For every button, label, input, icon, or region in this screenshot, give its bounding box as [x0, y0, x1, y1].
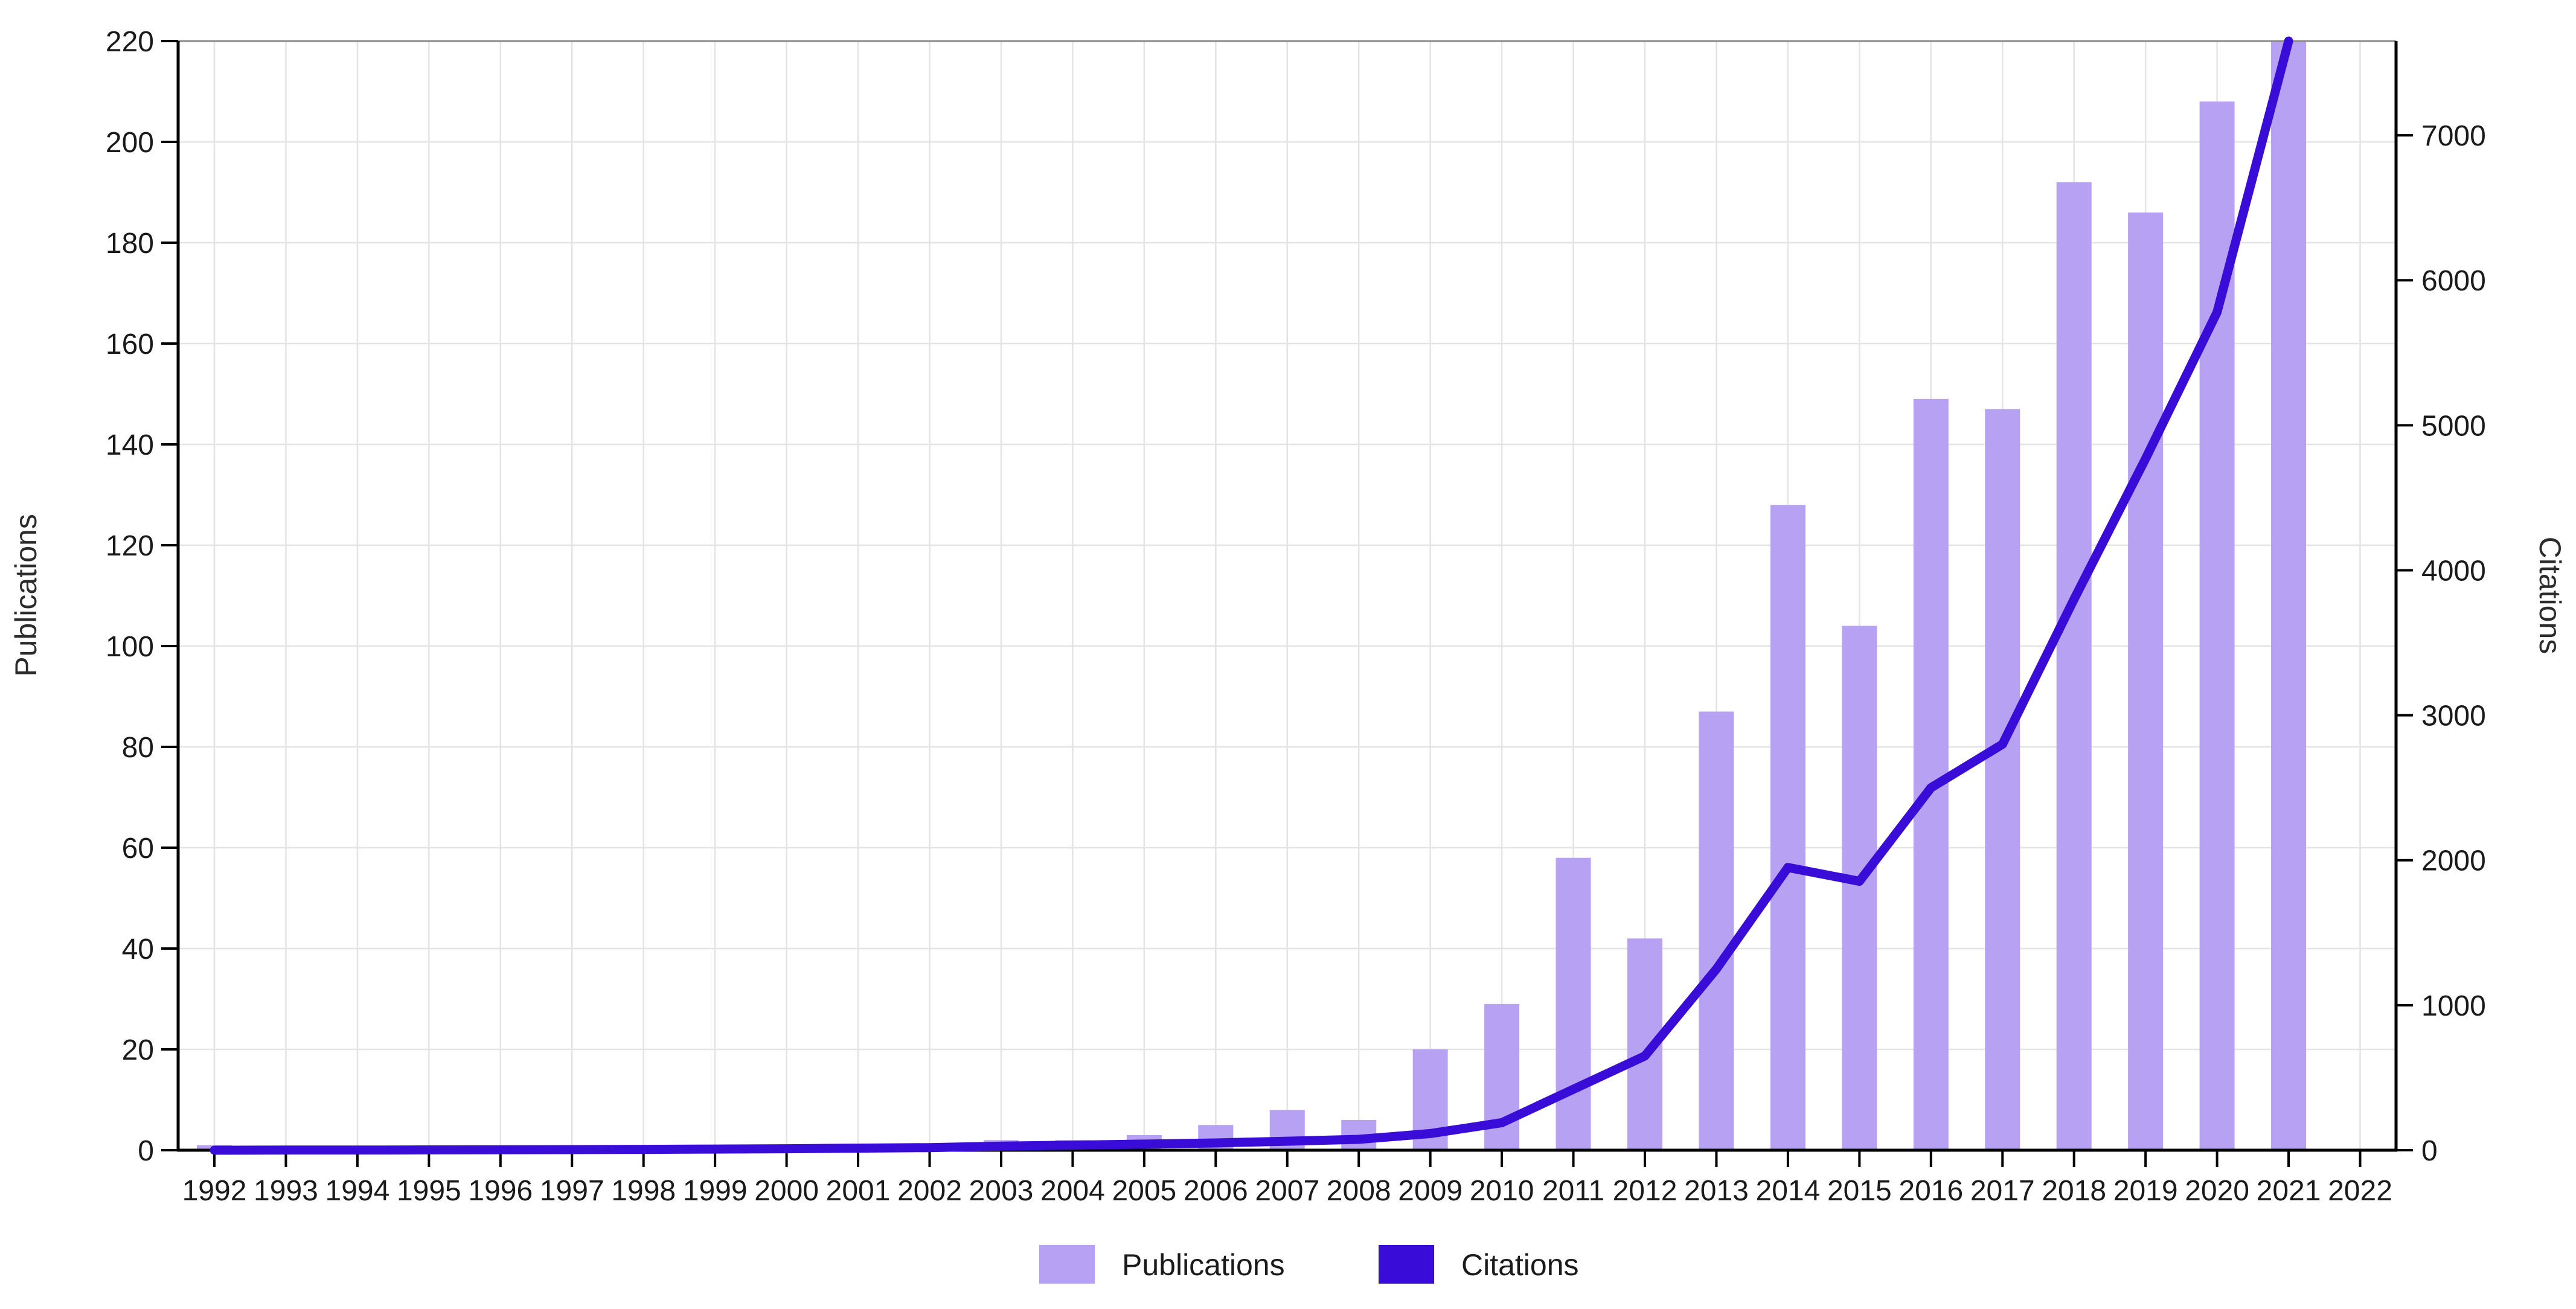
x-tick-label-2008: 2008 [1327, 1175, 1391, 1207]
left-tick-label-100: 100 [106, 631, 154, 663]
x-tick-label-2015: 2015 [1827, 1175, 1892, 1207]
left-tick-label-180: 180 [106, 228, 154, 260]
left-tick-label-60: 60 [122, 833, 154, 865]
x-tick-label-2007: 2007 [1255, 1175, 1319, 1207]
x-tick-label-2018: 2018 [2042, 1175, 2106, 1207]
right-tick-label-5000: 5000 [2421, 410, 2486, 442]
x-tick-label-2019: 2019 [2113, 1175, 2178, 1207]
x-tick-label-2000: 2000 [754, 1175, 819, 1207]
left-tick-label-120: 120 [106, 530, 154, 562]
right-tick-label-3000: 3000 [2421, 700, 2486, 732]
left-tick-label-160: 160 [106, 328, 154, 360]
left-tick-label-220: 220 [106, 26, 154, 58]
legend-swatch-publications [1039, 1245, 1095, 1284]
x-tick-label-1993: 1993 [254, 1175, 318, 1207]
x-tick-label-1992: 1992 [182, 1175, 247, 1207]
citations-line [210, 36, 2293, 1155]
x-tick-label-2022: 2022 [2328, 1175, 2392, 1207]
publications-bar-series [197, 41, 2307, 1151]
publications-bar-2014 [1770, 505, 1805, 1151]
legend-label-publications: Publications [1122, 1248, 1285, 1282]
x-tick-label-2014: 2014 [1756, 1175, 1821, 1207]
x-tick-label-1996: 1996 [468, 1175, 533, 1207]
x-tick-label-2016: 2016 [1898, 1175, 1963, 1207]
x-tick-label-1998: 1998 [611, 1175, 676, 1207]
x-tick-label-1995: 1995 [397, 1175, 461, 1207]
x-tick-label-2009: 2009 [1398, 1175, 1463, 1207]
publications-bar-2021 [2271, 41, 2307, 1150]
left-tick-label-40: 40 [122, 933, 154, 965]
legend-label-citations: Citations [1461, 1248, 1579, 1282]
publications-bar-2017 [1985, 409, 2020, 1150]
x-tick-label-2011: 2011 [1542, 1175, 1604, 1207]
right-tick-label-6000: 6000 [2421, 265, 2486, 297]
publications-bar-2018 [2056, 182, 2092, 1150]
x-tick-label-2017: 2017 [1970, 1175, 2035, 1207]
left-tick-label-140: 140 [106, 429, 154, 461]
right-tick-label-2000: 2000 [2421, 845, 2486, 877]
publications-bar-2011 [1556, 857, 1591, 1150]
x-tick-label-1999: 1999 [683, 1175, 748, 1207]
x-tick-label-2013: 2013 [1684, 1175, 1749, 1207]
publications-bar-2015 [1842, 626, 1877, 1150]
left-tick-label-80: 80 [122, 732, 154, 764]
x-tick-label-1997: 1997 [540, 1175, 604, 1207]
x-tick-label-2001: 2001 [826, 1175, 891, 1207]
publications-bar-2016 [1913, 398, 1949, 1150]
left-tick-label-200: 200 [106, 127, 154, 159]
x-tick-label-2012: 2012 [1613, 1175, 1677, 1207]
right-tick-label-4000: 4000 [2421, 555, 2486, 587]
x-tick-label-2002: 2002 [897, 1175, 962, 1207]
x-tick-label-2005: 2005 [1112, 1175, 1176, 1207]
x-tick-label-2010: 2010 [1470, 1175, 1534, 1207]
publications-bar-2013 [1699, 711, 1734, 1150]
left-tick-label-20: 20 [122, 1034, 154, 1066]
x-tick-label-2006: 2006 [1184, 1175, 1248, 1207]
x-tick-label-1994: 1994 [325, 1175, 390, 1207]
left-tick-label-0: 0 [138, 1135, 154, 1167]
x-tick-label-2020: 2020 [2185, 1175, 2249, 1207]
publications-bar-2019 [2128, 212, 2164, 1150]
right-tick-label-0: 0 [2421, 1135, 2438, 1167]
citations-line-series [210, 36, 2293, 1155]
x-tick-label-2004: 2004 [1040, 1175, 1105, 1207]
right-axis-title: Citations [2533, 537, 2567, 654]
legend: Publications Citations [1039, 1245, 1579, 1284]
right-tick-label-7000: 7000 [2421, 120, 2486, 152]
x-tick-label-2021: 2021 [2257, 1175, 2321, 1207]
left-axis-title: Publications [9, 514, 43, 677]
x-tick-label-2003: 2003 [969, 1175, 1034, 1207]
legend-swatch-citations [1379, 1245, 1434, 1284]
right-tick-label-1000: 1000 [2421, 990, 2486, 1022]
